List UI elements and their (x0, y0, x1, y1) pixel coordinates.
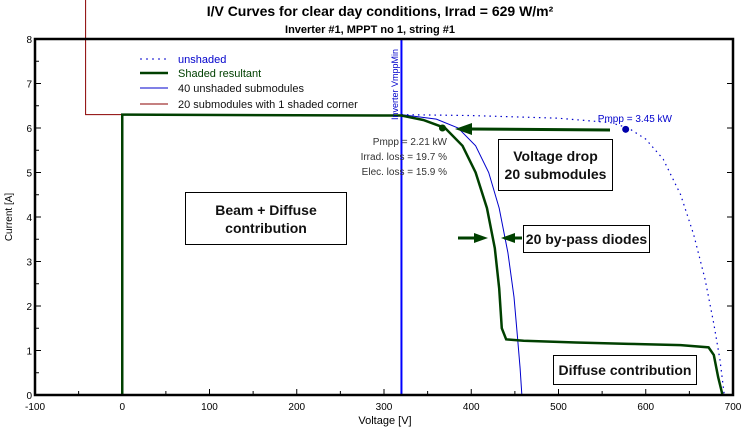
x-tick-label: 600 (637, 402, 654, 413)
voltage-drop-box: Voltage drop 20 submodules (498, 139, 613, 191)
arrowhead (501, 233, 515, 243)
elec-loss-label: Elec. loss = 15.9 % (362, 167, 447, 178)
series-40-unshaded-submodules (401, 114, 523, 396)
y-tick-label: 0 (26, 391, 32, 402)
series-shaded-resultant (121, 113, 724, 396)
x-tick-label: 200 (288, 402, 305, 413)
legend-label: 20 submodules with 1 shaded corner (178, 99, 358, 111)
series-20-submodules-with-1-shaded-corner (85, 0, 123, 116)
x-tick-label: 0 (119, 402, 125, 413)
y-tick-label: 1 (26, 347, 32, 358)
pmpp-shaded-label: Pmpp = 2.21 kW (373, 137, 448, 148)
pmpp-marker (622, 125, 630, 133)
y-tick-label: 7 (26, 80, 32, 91)
x-tick-label: 100 (201, 402, 218, 413)
x-tick-label: 700 (725, 402, 742, 413)
beam-diffuse-box: Beam + Diffuse contribution (185, 192, 347, 245)
arrowhead (455, 123, 472, 135)
y-tick-label: 2 (26, 302, 32, 313)
vline-label: Inverter VmppMin (390, 49, 400, 120)
y-tick-label: 8 (26, 35, 32, 46)
y-tick-label: 4 (26, 213, 32, 224)
irrad-loss-label: Irrad. loss = 19.7 % (361, 152, 448, 163)
diffuse-box: Diffuse contribution (553, 355, 697, 385)
x-axis-label: Voltage [V] (358, 415, 411, 427)
series-unshaded (401, 114, 725, 396)
x-tick-label: 300 (376, 402, 393, 413)
arrow-voltage-drop (469, 127, 611, 132)
legend-label: 40 unshaded submodules (178, 83, 304, 95)
bypass-diodes-box: 20 by-pass diodes (523, 225, 650, 253)
chart-subtitle: Inverter #1, MPPT no 1, string #1 (285, 24, 455, 36)
y-tick-label: 3 (26, 258, 32, 269)
x-tick-label: 500 (550, 402, 567, 413)
plot-frame (33, 37, 735, 397)
y-tick-label: 5 (26, 169, 32, 180)
legend-label: unshaded (178, 54, 226, 66)
legend: unshaded Shaded resultant 40 unshaded su… (140, 54, 358, 111)
chart-title: I/V Curves for clear day conditions, Irr… (207, 3, 554, 19)
pmpp-marker (438, 124, 446, 132)
y-tick-label: 6 (26, 124, 32, 135)
x-tick-label: -100 (25, 402, 45, 413)
y-axis-label: Current [A] (4, 193, 15, 242)
arrowhead (474, 233, 488, 243)
annotation-arrows (455, 123, 611, 243)
pmpp-unshaded-label: Pmpp = 3.45 kW (598, 114, 673, 125)
x-tick-label: 400 (463, 402, 480, 413)
legend-label: Shaded resultant (178, 68, 261, 80)
